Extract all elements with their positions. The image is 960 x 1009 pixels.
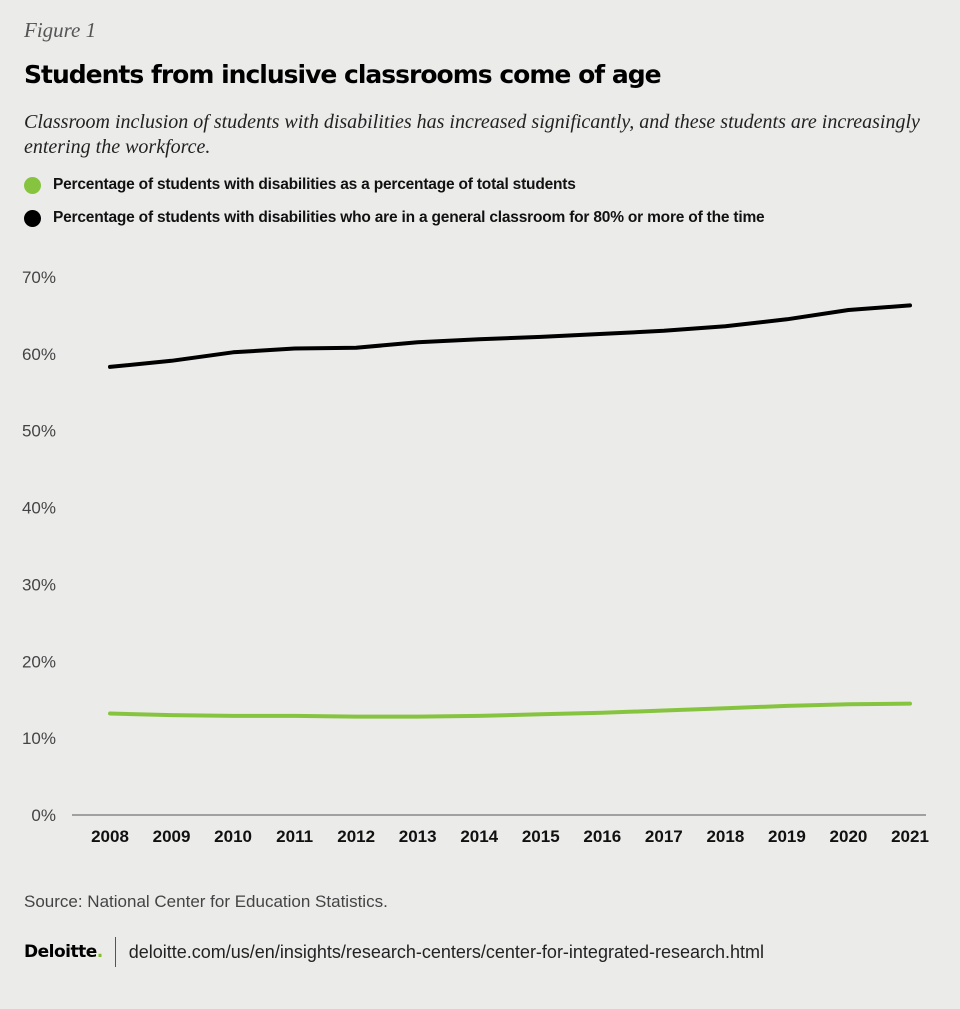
x-tick-label: 2009 [153,827,191,846]
chart-subtitle: Classroom inclusion of students with dis… [24,111,920,158]
legend-item-general-classroom: Percentage of students with disabilities… [24,207,765,229]
chart-title: Students from inclusive classrooms come … [24,60,662,89]
x-tick-label: 2015 [522,827,560,846]
legend-item-total-students: Percentage of students with disabilities… [24,174,764,196]
x-tick-label: 2018 [706,827,744,846]
line-chart: 0% 10% 20% 30% 40% 50% 60% 70% 2008 2009 2010 2011… [22,268,929,846]
footer-divider [114,937,116,967]
x-tick-label: 2017 [645,827,683,846]
x-tick-label: 2012 [337,827,375,846]
legend-label-general-classroom: Percentage of students with disabilities… [53,209,765,226]
x-tick-label: 2016 [583,827,621,846]
brand-name: Deloitte [24,942,97,962]
legend: Percentage of students with disabilities… [24,174,765,240]
deloitte-logo: Deloitte. [24,942,103,962]
x-axis: 2008 2009 2010 2011 2012 2013 2014 2015 2016 2017… [91,827,929,846]
y-tick-label: 70% [22,268,56,287]
x-tick-label: 2019 [768,827,806,846]
x-tick-label: 2010 [214,827,252,846]
y-axis: 0% 10% 20% 30% 40% 50% 60% 70% [22,268,56,825]
x-tick-label: 2011 [276,827,313,846]
x-tick-label: 2014 [460,827,498,846]
x-tick-label: 2008 [91,827,129,846]
y-tick-label: 40% [22,499,56,518]
y-tick-label: 60% [22,345,56,364]
legend-marker-black [24,209,41,227]
legend-label-total-students: Percentage of students with disabilities… [53,176,576,193]
y-tick-label: 30% [22,575,56,594]
x-tick-label: 2020 [830,827,868,846]
y-tick-label: 0% [31,806,56,825]
y-tick-label: 50% [22,422,56,441]
footer: Deloitte. deloitte.com/us/en/insights/re… [24,936,764,968]
series-line-general-classroom [108,303,912,369]
series-lines [108,303,912,719]
series-line-total-students [108,701,912,719]
source-note: Source: National Center for Education St… [24,892,388,911]
figure-label: Figure 1 [24,18,97,42]
y-tick-label: 10% [22,729,56,748]
x-tick-label: 2013 [399,827,437,846]
x-tick-label: 2021 [891,827,929,846]
legend-marker-green [24,176,41,194]
footer-url-link[interactable]: deloitte.com/us/en/insights/research-cen… [128,941,765,962]
y-tick-label: 20% [22,652,56,671]
brand-dot: . [96,942,103,962]
